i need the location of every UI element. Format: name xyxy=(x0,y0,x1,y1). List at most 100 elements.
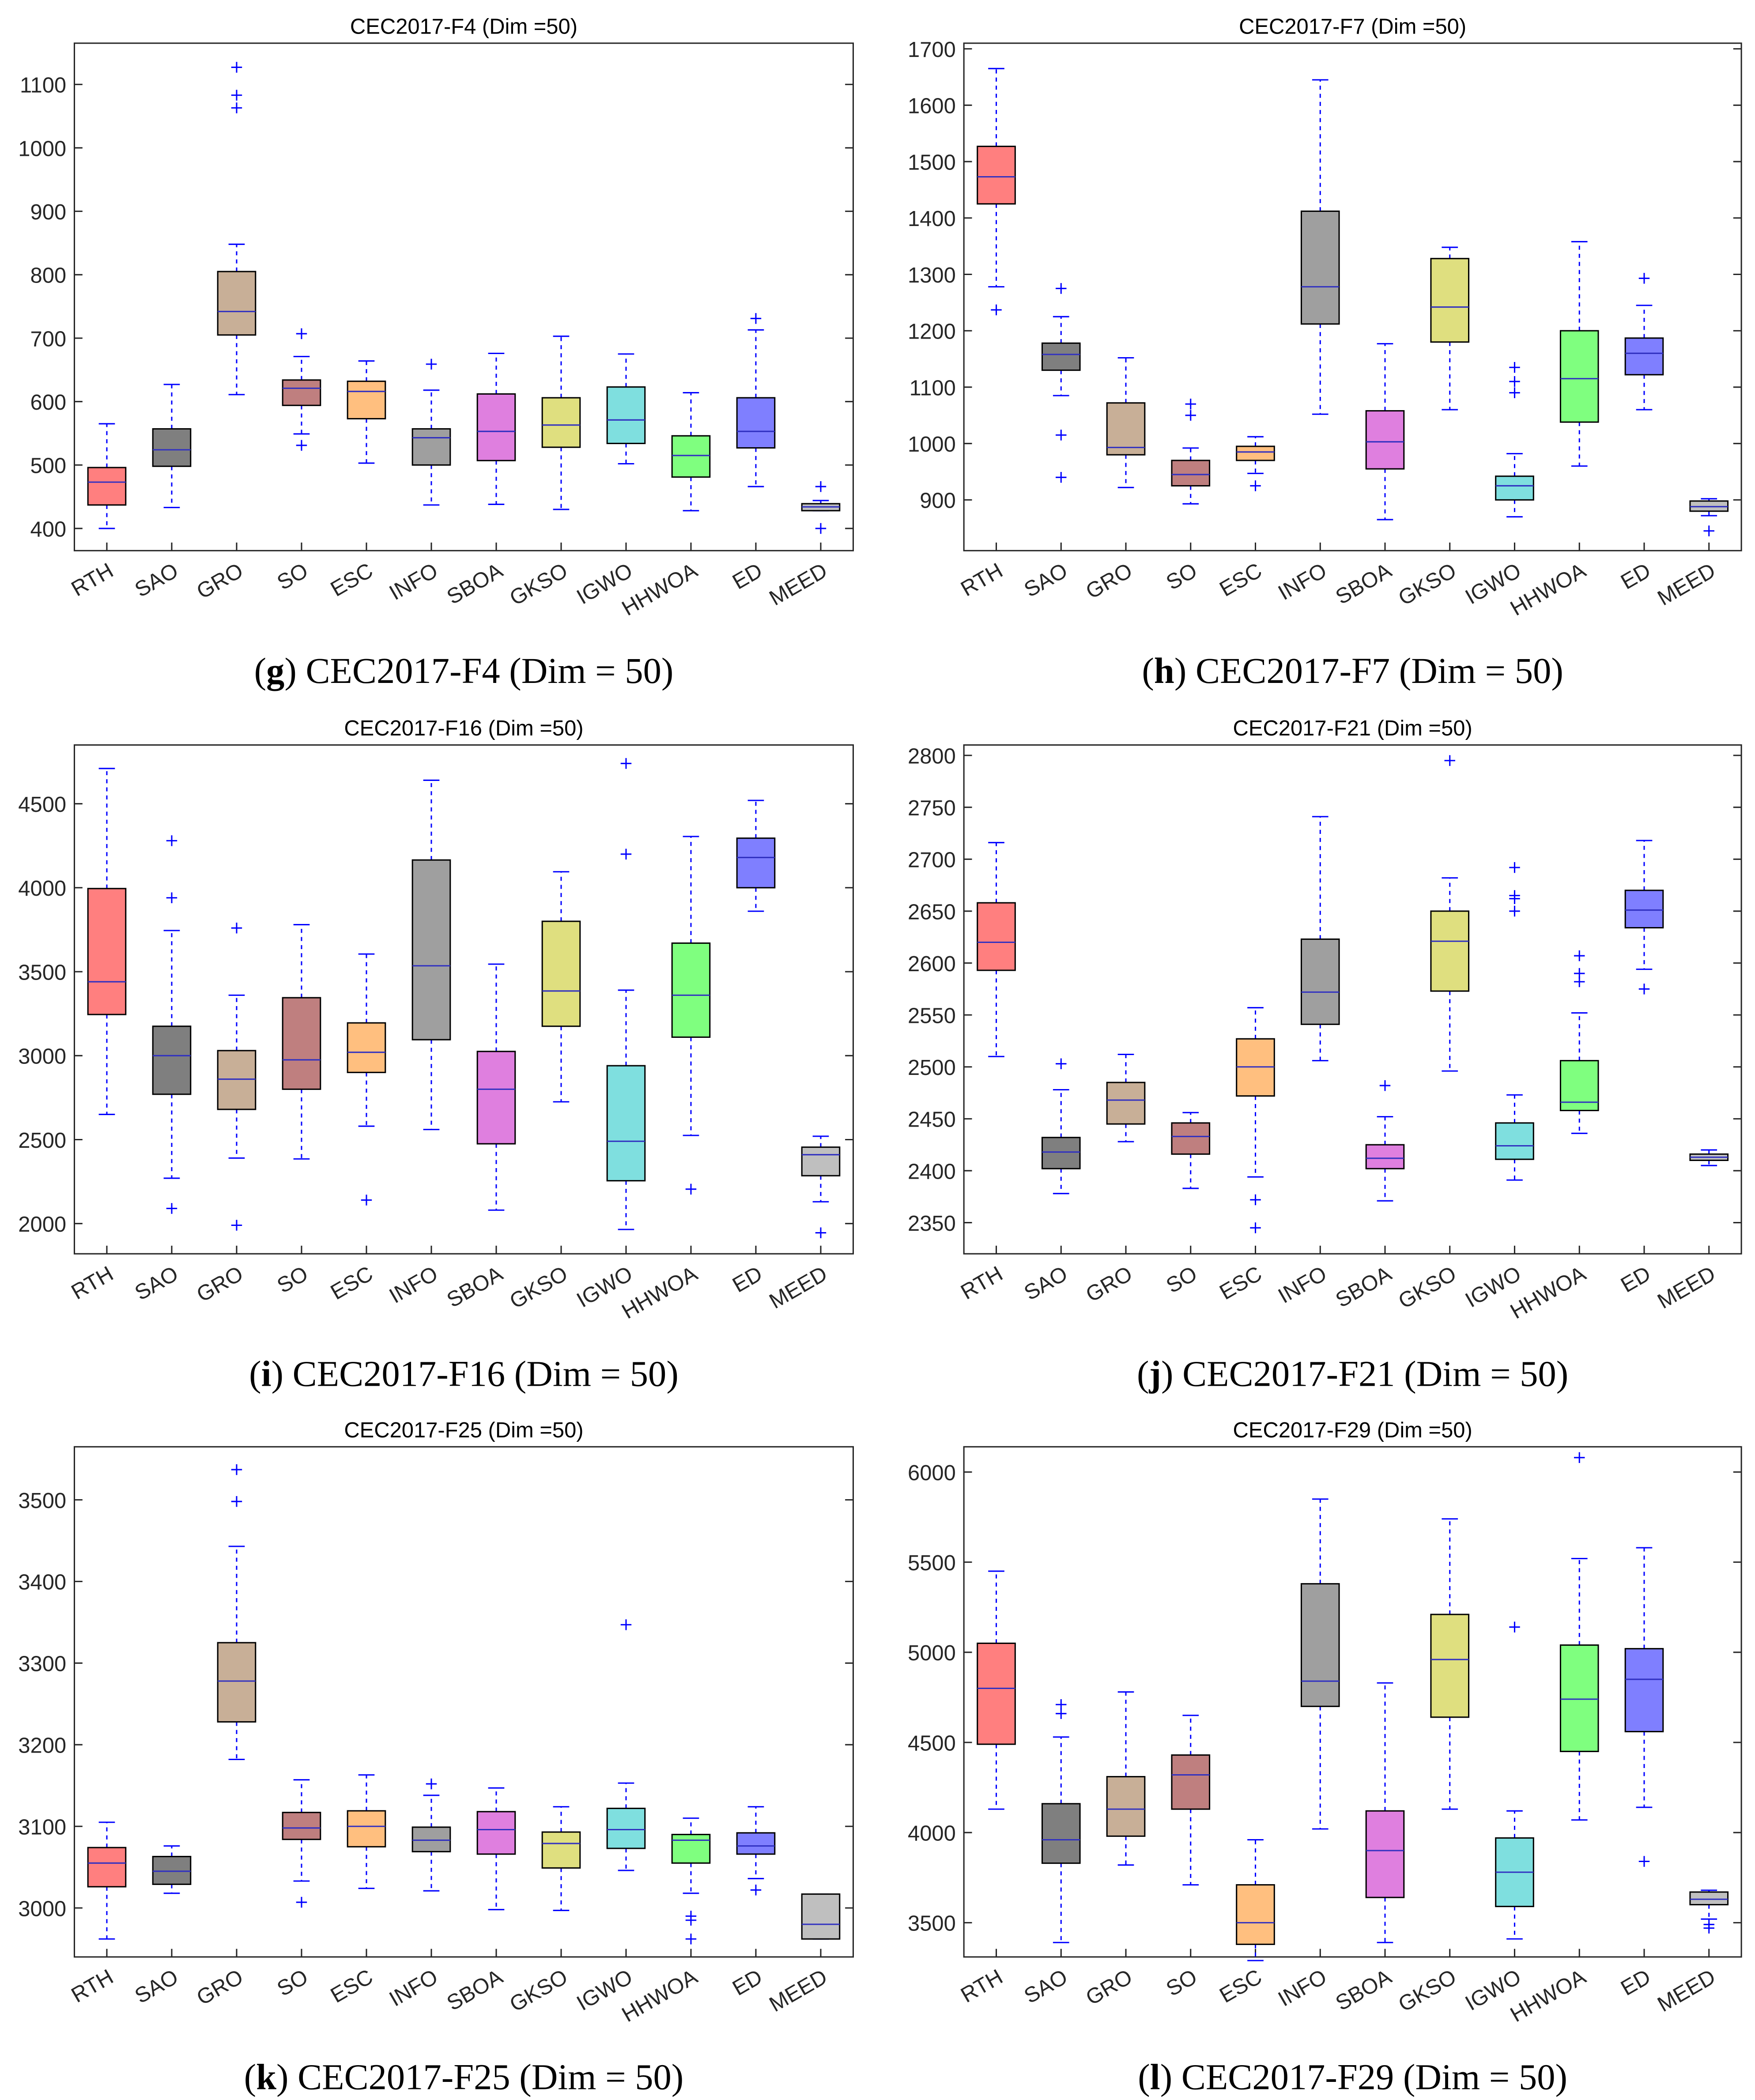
x-tick-label: INFO xyxy=(1274,1965,1331,2011)
x-tick-label: MEED xyxy=(1653,1965,1719,2017)
outlier-marker xyxy=(1509,376,1520,387)
outlier-marker xyxy=(750,1885,762,1896)
chart-panel-j: CEC2017-F21 (Dim =50) 2350 2400 2450 2500 255… xyxy=(908,716,1742,1394)
iqr-box xyxy=(1300,210,1340,325)
iqr-box xyxy=(671,435,711,478)
chart-panel-k: CEC2017-F25 (Dim =50) 3000 3100 3200 3300 340… xyxy=(18,1418,854,2097)
plot-area xyxy=(73,42,854,551)
caption-paren-close: ) xyxy=(276,2057,298,2097)
y-tick-label: 4000 xyxy=(18,877,66,901)
x-tick-label: GRO xyxy=(1082,1965,1136,2010)
caption-text: CEC2017-F16 (Dim = 50) xyxy=(293,1354,679,1394)
iqr-box xyxy=(1041,1137,1081,1169)
iqr-box xyxy=(411,859,451,1041)
iqr-box xyxy=(87,888,127,1015)
x-tick-label: ED xyxy=(728,1965,766,2001)
iqr-box xyxy=(541,920,581,1027)
outlier-marker xyxy=(1574,1452,1585,1463)
chart-title: CEC2017-F21 (Dim =50) xyxy=(1233,716,1472,740)
caption-text: CEC2017-F25 (Dim = 50) xyxy=(298,2057,683,2097)
iqr-box xyxy=(1171,1122,1211,1155)
figure-caption: (k) CEC2017-F25 (Dim = 50) xyxy=(244,2057,684,2097)
caption-label: i xyxy=(261,1354,272,1394)
y-tick-label: 1700 xyxy=(908,38,956,62)
x-tick-label: HHWOA xyxy=(618,1965,702,2027)
iqr-box xyxy=(801,1146,841,1176)
y-tick-label: 2500 xyxy=(908,1056,956,1080)
caption-text: CEC2017-F29 (Dim = 50) xyxy=(1181,2057,1567,2097)
x-tick-label: RTH xyxy=(68,558,117,601)
outlier-marker xyxy=(815,523,827,534)
iqr-box xyxy=(1365,410,1405,470)
x-tick-label: SBOA xyxy=(1332,1262,1396,1312)
caption-paren-close: ) xyxy=(1174,650,1196,691)
iqr-box xyxy=(476,1811,516,1855)
outlier-marker xyxy=(1509,862,1520,873)
x-tick-label: SBOA xyxy=(1332,1965,1396,2016)
x-tick-label: HHWOA xyxy=(1506,1965,1590,2027)
box-ed: ED xyxy=(1617,1547,1664,2001)
y-tick-label: 3000 xyxy=(18,1045,66,1069)
outlier-marker xyxy=(1509,890,1520,901)
x-tick-label: SBOA xyxy=(443,558,507,609)
outlier-marker xyxy=(620,1619,632,1630)
y-tick-label: 2700 xyxy=(908,848,956,872)
outlier-marker xyxy=(1509,1621,1520,1632)
outlier-marker xyxy=(1056,1058,1067,1069)
outlier-marker xyxy=(1638,984,1650,995)
chart-panel-h: CEC2017-F7 (Dim =50) 900 1000 1100 1200 1300 1… xyxy=(908,15,1742,691)
y-tick-label: 4000 xyxy=(908,1822,956,1846)
y-tick-label: 2350 xyxy=(908,1212,956,1236)
x-tick-label: MEED xyxy=(765,1965,831,2017)
iqr-box xyxy=(1300,938,1340,1025)
iqr-box xyxy=(1430,1614,1470,1718)
x-tick-label: ED xyxy=(1617,1262,1655,1297)
x-tick-label: ESC xyxy=(327,1965,377,2008)
x-tick-label: GRO xyxy=(192,1965,247,2010)
caption-label: h xyxy=(1154,650,1174,691)
x-tick-label: GKSO xyxy=(1394,1262,1460,1313)
caption-paren-close: ) xyxy=(272,1354,293,1394)
outlier-marker xyxy=(1574,950,1585,961)
iqr-box xyxy=(606,386,646,445)
x-tick-label: RTH xyxy=(957,1965,1007,2008)
iqr-box xyxy=(1689,1891,1729,1906)
outlier-marker xyxy=(685,1184,697,1195)
box-sao: SAO xyxy=(131,835,192,1305)
plot-area xyxy=(963,42,1742,551)
y-tick-label: 3200 xyxy=(18,1734,66,1758)
iqr-box xyxy=(217,1050,257,1110)
outlier-marker xyxy=(1703,525,1714,536)
outlier-marker xyxy=(361,1195,372,1206)
x-tick-label: INFO xyxy=(385,558,442,605)
outlier-marker xyxy=(1056,283,1067,294)
outlier-marker xyxy=(296,440,307,451)
figure-caption: (j) CEC2017-F21 (Dim = 50) xyxy=(1137,1354,1568,1394)
outlier-marker xyxy=(1444,755,1455,766)
x-tick-label: GRO xyxy=(192,1262,247,1307)
outlier-marker xyxy=(1056,1699,1067,1710)
y-tick-label: 1200 xyxy=(908,320,956,344)
iqr-box xyxy=(541,1831,581,1869)
outlier-marker xyxy=(815,1227,827,1238)
chart-panel-i: CEC2017-F16 (Dim =50) 2000 2500 3000 3500 400… xyxy=(18,716,854,1394)
outlier-marker xyxy=(231,1496,242,1507)
outlier-marker xyxy=(620,758,632,769)
y-tick-label: 3500 xyxy=(18,1489,66,1513)
caption-paren-close: ) xyxy=(284,650,306,691)
x-tick-label: RTH xyxy=(957,558,1007,601)
x-tick-label: ESC xyxy=(1215,1965,1266,2008)
iqr-box xyxy=(1430,910,1470,992)
iqr-box xyxy=(736,837,776,889)
iqr-box xyxy=(1430,258,1470,343)
x-tick-label: ESC xyxy=(327,558,377,601)
outlier-marker xyxy=(1574,968,1585,979)
x-tick-label: INFO xyxy=(1274,558,1331,605)
x-tick-label: ED xyxy=(1617,1965,1655,2001)
caption-paren-open: ( xyxy=(1137,1354,1149,1394)
x-tick-label: SBOA xyxy=(443,1262,507,1312)
x-tick-label: SO xyxy=(273,558,312,595)
iqr-box xyxy=(1041,1803,1081,1864)
chart-panel-l: CEC2017-F29 (Dim =50) 3500 4000 4500 5000 550… xyxy=(908,1418,1742,2097)
caption-label: j xyxy=(1148,1354,1161,1394)
